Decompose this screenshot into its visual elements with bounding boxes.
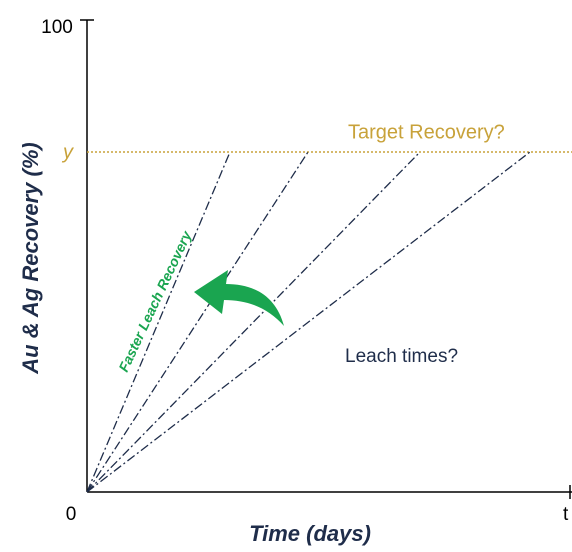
target-label: Target Recovery? bbox=[348, 121, 505, 143]
leach-line bbox=[86, 151, 231, 493]
x-axis-title: Time (days) bbox=[249, 521, 371, 546]
leach-lines bbox=[86, 151, 531, 493]
leach-line bbox=[86, 151, 309, 493]
leach-line bbox=[86, 151, 421, 493]
arrow bbox=[194, 270, 284, 326]
faster-label: Faster Leach Recovery bbox=[115, 228, 195, 375]
x-origin-label: 0 bbox=[66, 504, 77, 525]
leach-line bbox=[86, 151, 531, 493]
leach-times-label: Leach times? bbox=[345, 346, 458, 367]
y-axis-title: Au & Ag Recovery (%) bbox=[18, 142, 43, 374]
y-top-label: 100 bbox=[41, 17, 73, 38]
x-end-label: t bbox=[563, 504, 569, 525]
y-target-label: y bbox=[61, 141, 74, 163]
